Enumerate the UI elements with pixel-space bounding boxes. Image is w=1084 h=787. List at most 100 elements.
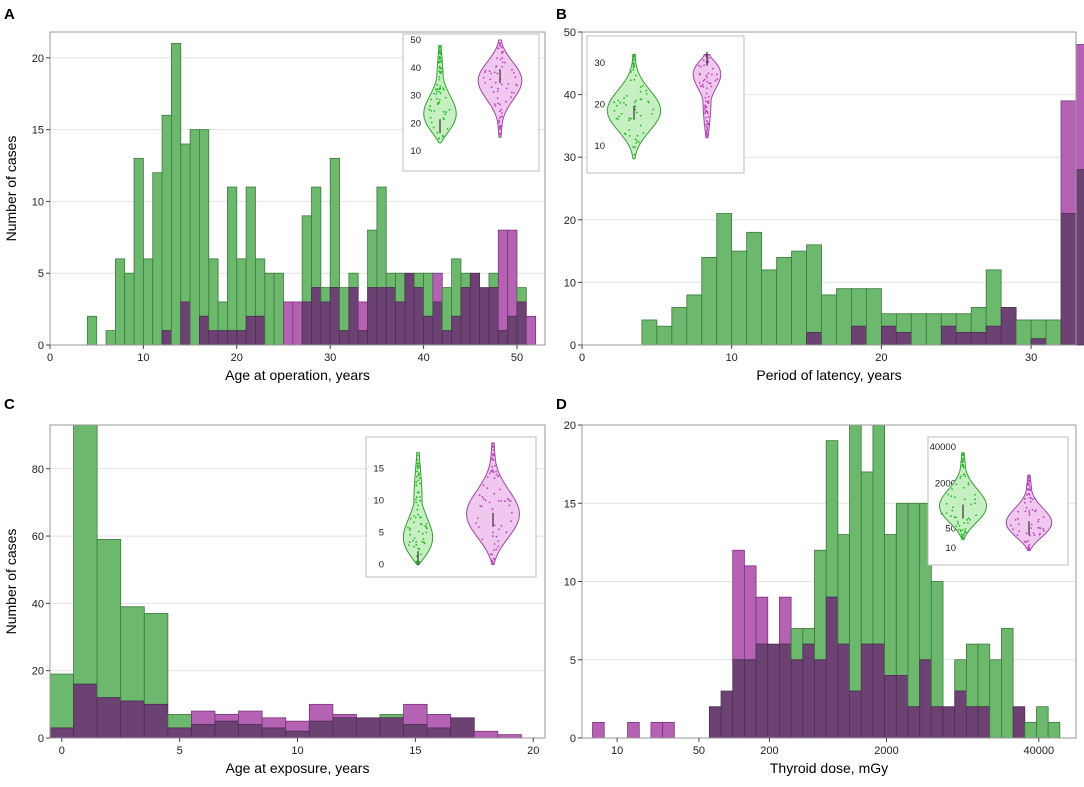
violin-dot-magenta: [481, 495, 484, 498]
violin-dot-magenta: [499, 58, 502, 61]
bar-overlap: [73, 683, 98, 739]
violin-dot-green: [415, 560, 418, 563]
inset-y-tick-label: 0: [379, 560, 384, 571]
bar-green: [837, 534, 850, 645]
violin-dot-green: [416, 491, 419, 494]
bar-overlap: [965, 706, 979, 739]
violin-dot-magenta: [489, 553, 492, 556]
violin-dot-magenta: [492, 453, 495, 455]
violin-dot-magenta: [499, 110, 501, 113]
violin-dot-green: [962, 486, 965, 489]
x-axis-title: Age at operation, years: [225, 367, 370, 383]
violin-dot-magenta: [493, 477, 496, 480]
violin-dot-green: [438, 52, 441, 55]
violin-dot-green: [445, 111, 448, 114]
violin-dot-green: [632, 62, 635, 64]
violin-dot-green: [438, 60, 440, 63]
violin-dot-green: [650, 113, 653, 115]
x-tick-label: 40000: [1023, 745, 1054, 757]
violin-dot-magenta: [1039, 526, 1041, 529]
bar-green: [989, 659, 1002, 739]
violin-dot-magenta: [491, 457, 493, 459]
violin-dot-magenta: [1028, 510, 1031, 512]
bar-overlap: [469, 272, 481, 346]
violin-dot-green: [415, 484, 418, 487]
violin-dot-magenta: [1042, 529, 1045, 532]
x-tick-label: 10: [726, 352, 738, 364]
violin-dot-magenta: [492, 459, 495, 461]
violin-dot-magenta: [486, 476, 489, 478]
bar-magenta: [332, 714, 357, 719]
violin-dot-green: [417, 479, 419, 482]
bar-green: [199, 129, 210, 317]
violin-dot-magenta: [707, 57, 710, 59]
bar-green: [114, 258, 126, 346]
bar-overlap: [320, 301, 331, 346]
violin-dot-magenta: [1024, 497, 1026, 500]
violin-dot-green: [415, 498, 417, 501]
bar-overlap: [1075, 169, 1084, 346]
violin-dot-green: [945, 512, 948, 514]
inset-y-tick-label: 10: [373, 496, 384, 507]
violin-dot-magenta: [491, 465, 494, 468]
bar-green: [86, 315, 98, 346]
violin-dot-magenta: [1017, 510, 1019, 513]
violin-dot-magenta: [492, 470, 494, 472]
bar-green: [264, 272, 275, 346]
violin-dot-magenta: [1034, 510, 1036, 513]
bar-overlap: [516, 301, 527, 346]
bar-green: [955, 313, 972, 333]
violin-dot-green: [436, 103, 439, 106]
violin-dot-green: [630, 71, 633, 73]
bar-overlap: [217, 330, 228, 346]
violin-dot-green: [413, 521, 415, 524]
violin-dot-green: [425, 523, 428, 525]
violin-dot-green: [613, 109, 616, 112]
violin-dot-green: [438, 101, 441, 104]
violin-dot-green: [952, 506, 954, 509]
bar-green: [776, 256, 792, 346]
violin-dot-green: [441, 134, 444, 137]
bar-green: [133, 157, 144, 346]
violin-dot-magenta: [1028, 480, 1031, 483]
bar-green: [910, 313, 927, 346]
violin-dot-green: [429, 105, 432, 108]
bar-magenta: [779, 596, 792, 645]
bar-green: [880, 313, 897, 327]
violin-dot-magenta: [507, 83, 510, 85]
violin-dot-magenta: [703, 78, 706, 81]
violin-dot-green: [439, 59, 442, 62]
x-tick-label: 10: [291, 745, 303, 757]
violin-dot-green: [617, 118, 619, 120]
violin-dot-green: [439, 56, 442, 59]
bar-overlap: [942, 706, 956, 739]
violin-dot-magenta: [497, 500, 500, 502]
bar-overlap: [236, 330, 247, 346]
violin-magenta: [465, 442, 521, 566]
violin-dot-green: [620, 112, 623, 115]
violin-dot-magenta: [1026, 493, 1028, 496]
bar-green: [686, 294, 703, 346]
violin-dot-magenta: [705, 120, 708, 122]
bar-magenta: [507, 229, 518, 317]
bar-green: [985, 269, 1002, 327]
inset-y-tick-label: 30: [410, 91, 421, 102]
violin-dot-magenta: [701, 83, 704, 86]
bar-overlap: [208, 330, 219, 346]
violin-dot-green: [647, 101, 650, 104]
violin-dot-magenta: [505, 87, 508, 90]
violin-dot-green: [956, 520, 959, 523]
bar-green: [124, 272, 135, 346]
violin-dot-magenta: [481, 538, 484, 541]
violin-dot-magenta: [705, 123, 707, 126]
y-tick-label: 80: [32, 464, 44, 476]
bar-overlap: [376, 287, 387, 346]
violin-dot-green: [969, 518, 971, 521]
bar-green: [395, 272, 406, 303]
violin-dot-green: [962, 466, 965, 469]
violin-dot-green: [638, 141, 640, 144]
bar-green: [451, 258, 462, 317]
violin-dot-green: [436, 83, 439, 86]
bar-green: [970, 307, 987, 333]
bar-magenta: [732, 549, 745, 661]
